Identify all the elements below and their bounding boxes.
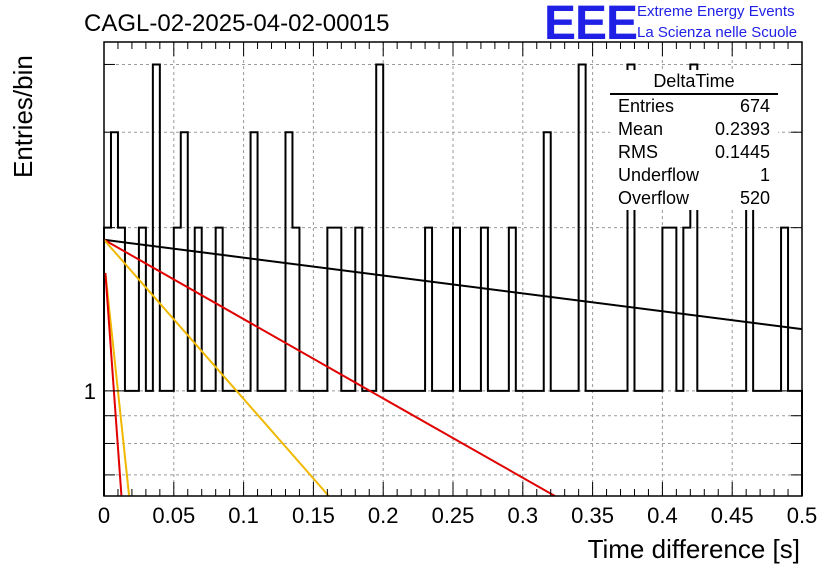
stats-value: 674 — [739, 96, 770, 116]
stats-row-underflow: Underflow 1 — [610, 164, 778, 187]
y-axis-label: Entries/bin — [8, 55, 38, 178]
x-tick-label: 0.4 — [647, 503, 678, 528]
fit-line — [103, 238, 803, 331]
stats-value: 0.2393 — [714, 119, 770, 139]
stats-value: 1 — [759, 165, 770, 185]
x-tick-label: 0.2 — [368, 503, 399, 528]
histogram-bars — [103, 63, 803, 496]
x-tick-label: 0.45 — [711, 503, 754, 528]
x-tick-label: 0.3 — [508, 503, 539, 528]
x-tick-label: 0.5 — [787, 503, 818, 528]
y-tick-label: 1 — [84, 379, 96, 404]
y-axis-ticks: 1 — [84, 63, 802, 476]
histogram-outline — [103, 63, 803, 496]
eee-logo: EEE — [544, 0, 638, 50]
x-tick-label: 0.05 — [152, 503, 195, 528]
stats-title: DeltaTime — [610, 70, 778, 95]
stats-label: RMS — [618, 142, 658, 162]
fit-line — [103, 238, 556, 497]
stats-label: Mean — [618, 119, 664, 139]
fit-line — [104, 272, 123, 497]
stats-row-entries: Entries 674 — [610, 95, 778, 118]
stats-value: 520 — [739, 188, 770, 208]
chart-title: CAGL-02-2025-04-02-00015 — [84, 10, 390, 37]
fit-line — [104, 272, 131, 497]
x-tick-label: 0.35 — [571, 503, 614, 528]
fit-line — [103, 239, 330, 497]
x-tick-label: 0.1 — [228, 503, 259, 528]
fit-lines — [103, 238, 803, 497]
logo-line-2: La Scienza nelle Scuole — [637, 24, 798, 41]
stats-row-overflow: Overflow 520 — [610, 187, 778, 210]
x-axis-label: Time difference [s] — [587, 534, 800, 564]
stats-label: Overflow — [618, 188, 690, 208]
stats-box: DeltaTime Entries 674 Mean 0.2393 RMS 0.… — [610, 70, 778, 210]
stats-row-mean: Mean 0.2393 — [610, 118, 778, 141]
stats-label: Underflow — [618, 165, 700, 185]
x-tick-label: 0.15 — [292, 503, 335, 528]
x-tick-label: 0 — [98, 503, 110, 528]
logo-line-1: Extreme Energy Events — [637, 3, 795, 20]
stats-label: Entries — [618, 96, 675, 116]
x-axis-ticks: 0 0.05 0.1 0.15 0.2 0.25 0.3 0.35 0.4 0.45 0.5 — [98, 42, 817, 528]
stats-value: 0.1445 — [714, 142, 770, 162]
x-tick-label: 0.25 — [432, 503, 475, 528]
stats-row-rms: RMS 0.1445 — [610, 141, 778, 164]
